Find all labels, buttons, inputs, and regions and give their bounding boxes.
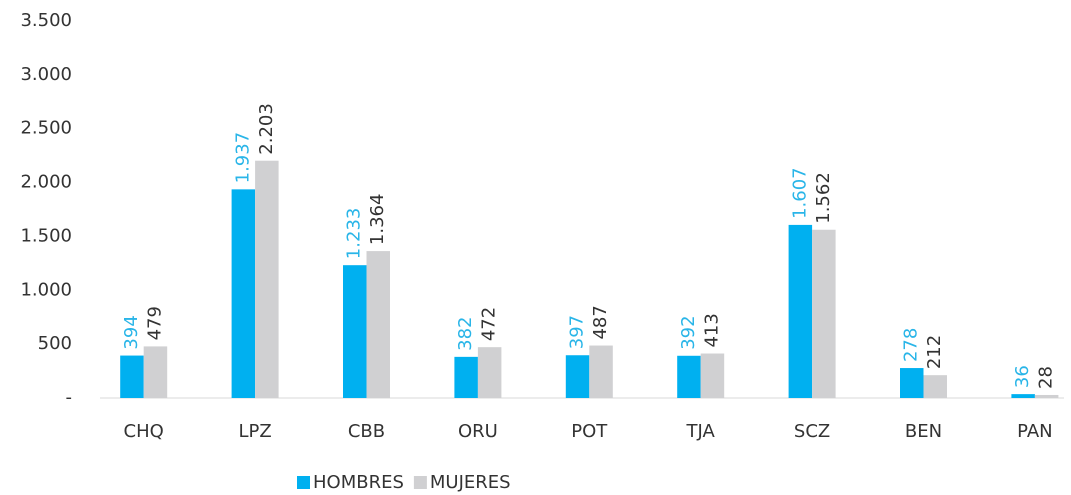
bar — [1034, 394, 1059, 398]
x-tick-label: CBB — [348, 421, 385, 442]
data-label: 278 — [901, 328, 922, 362]
bar — [477, 347, 502, 398]
y-tick-label: 2.500 — [20, 118, 72, 139]
bar — [120, 355, 144, 398]
y-tick-label: - — [66, 387, 73, 408]
data-label: 413 — [701, 313, 722, 347]
bar — [788, 224, 813, 398]
data-label: 36 — [1012, 365, 1033, 388]
bar — [255, 160, 279, 398]
data-label: 487 — [590, 305, 611, 339]
bar — [923, 375, 947, 398]
x-tick-label: LPZ — [238, 421, 271, 442]
y-tick-label: 1.000 — [20, 279, 72, 300]
data-label: 212 — [924, 335, 945, 369]
bar — [143, 346, 168, 398]
y-tick-label: 3.500 — [20, 10, 72, 31]
legend-label: HOMBRES — [313, 472, 404, 493]
x-tick-label: TJA — [686, 421, 716, 442]
bar — [231, 189, 256, 398]
data-label: 1.607 — [789, 167, 810, 219]
x-tick-label: SCZ — [794, 421, 830, 442]
x-tick-label: CHQ — [124, 421, 164, 442]
data-label: 479 — [144, 306, 165, 340]
y-tick-label: 500 — [38, 333, 72, 354]
bar — [812, 229, 836, 398]
bar — [454, 356, 478, 398]
bar — [366, 251, 390, 398]
data-label: 394 — [121, 315, 142, 349]
y-tick-label: 2.000 — [20, 172, 72, 193]
data-label: 28 — [1036, 366, 1057, 389]
bar — [700, 353, 725, 398]
bar — [589, 345, 613, 398]
x-tick-label: PAN — [1017, 421, 1052, 442]
data-label: 397 — [567, 315, 588, 349]
data-label: 1.937 — [232, 132, 253, 184]
x-tick-label: BEN — [905, 421, 942, 442]
y-tick-label: 3.000 — [20, 64, 72, 85]
legend-swatch — [297, 476, 310, 489]
y-tick-label: 1.500 — [20, 225, 72, 246]
data-label: 472 — [479, 307, 500, 341]
data-label: 1.233 — [344, 208, 365, 260]
data-label: 1.364 — [367, 194, 388, 246]
bar — [565, 355, 590, 398]
bar — [900, 368, 924, 398]
x-tick-label: POT — [571, 421, 608, 442]
x-tick-label: ORU — [458, 421, 498, 442]
data-label: 392 — [678, 315, 699, 349]
data-label: 382 — [455, 316, 476, 350]
bar — [677, 355, 701, 398]
bar — [1011, 394, 1035, 398]
legend-label: MUJERES — [430, 472, 511, 493]
legend-swatch — [413, 476, 427, 489]
data-label: 1.562 — [813, 172, 834, 224]
data-label: 2.203 — [256, 103, 277, 155]
bar — [343, 265, 367, 398]
